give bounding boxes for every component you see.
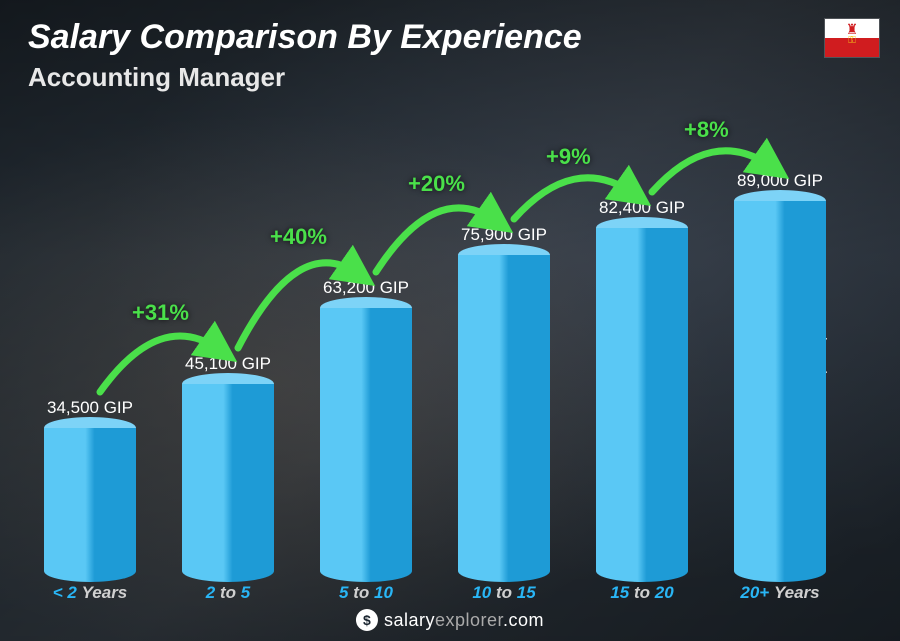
- pct-badge: +40%: [270, 224, 327, 250]
- key-icon: ⚿: [848, 36, 856, 46]
- footer-brand: $ salaryexplorer.com: [356, 609, 544, 631]
- pct-badge: +9%: [546, 144, 591, 170]
- x-axis-label: < 2 Years: [53, 583, 128, 603]
- castle-icon: ♜: [846, 22, 859, 36]
- bar-value-label: 89,000 GIP: [737, 171, 823, 191]
- x-axis-label: 20+ Years: [740, 583, 819, 603]
- pct-badge: +8%: [684, 117, 729, 143]
- bar-value-label: 63,200 GIP: [323, 278, 409, 298]
- x-axis-label: 5 to 10: [339, 583, 393, 603]
- bar-slot: 45,100 GIP2 to 5: [168, 354, 288, 571]
- bar: [44, 428, 136, 571]
- logo-icon: $: [356, 609, 378, 631]
- bar-slot: 34,500 GIP< 2 Years: [30, 398, 150, 571]
- x-axis-label: 10 to 15: [472, 583, 535, 603]
- bar-value-label: 82,400 GIP: [599, 198, 685, 218]
- bar-value-label: 75,900 GIP: [461, 225, 547, 245]
- x-axis-label: 2 to 5: [206, 583, 250, 603]
- bar: [596, 228, 688, 571]
- bar-value-label: 34,500 GIP: [47, 398, 133, 418]
- bar: [458, 255, 550, 571]
- bar: [734, 201, 826, 571]
- flag-icon: ♜ ⚿: [824, 18, 880, 58]
- infographic-container: Salary Comparison By Experience Accounti…: [0, 0, 900, 641]
- chart-title: Salary Comparison By Experience: [28, 18, 582, 57]
- pct-badge: +20%: [408, 171, 465, 197]
- bar: [182, 384, 274, 571]
- bar-slot: 89,000 GIP20+ Years: [720, 171, 840, 571]
- chart-subtitle: Accounting Manager: [28, 62, 285, 93]
- bar-value-label: 45,100 GIP: [185, 354, 271, 374]
- footer-text: salaryexplorer.com: [384, 610, 544, 631]
- bar-slot: 75,900 GIP10 to 15: [444, 225, 564, 571]
- bar: [320, 308, 412, 571]
- x-axis-label: 15 to 20: [610, 583, 673, 603]
- bar-slot: 82,400 GIP15 to 20: [582, 198, 702, 571]
- pct-badge: +31%: [132, 300, 189, 326]
- bar-slot: 63,200 GIP5 to 10: [306, 278, 426, 571]
